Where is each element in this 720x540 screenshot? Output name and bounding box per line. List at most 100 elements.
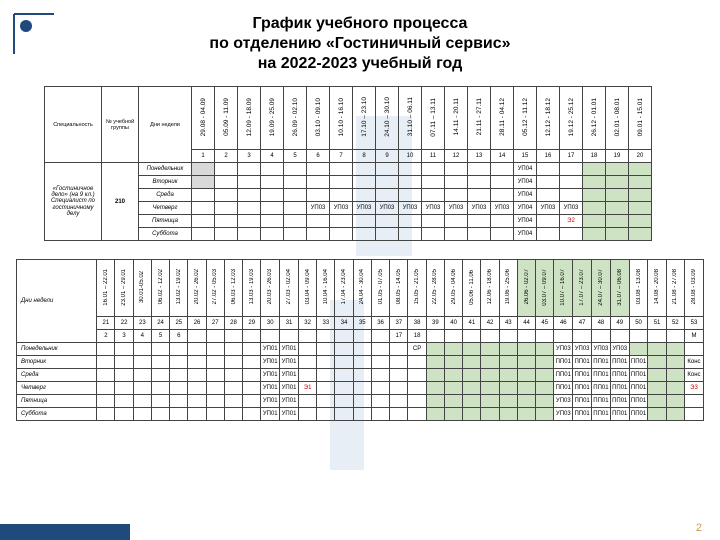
bot-num-4: 25 — [170, 317, 188, 330]
bot-date-7: 06.03 - 12.03 — [224, 260, 242, 317]
bcell-2-3 — [133, 369, 151, 382]
tcell-4-18 — [606, 215, 629, 228]
bcell-5-24 — [517, 408, 535, 421]
bcell-3-14 — [335, 382, 353, 395]
tcell-2-1 — [215, 189, 238, 202]
bcell-4-7 — [206, 395, 224, 408]
tcell-5-11 — [445, 228, 468, 241]
top-date-16: 19.12 - 25.12 — [560, 87, 583, 150]
bcell-4-29: ПП01 — [610, 395, 629, 408]
tcell-0-11 — [445, 163, 468, 176]
corner-decoration — [8, 8, 58, 58]
tcell-3-10: УП03 — [422, 202, 445, 215]
top-num-9: 10 — [399, 150, 422, 163]
bcell-3-27: ПП01 — [573, 382, 592, 395]
tcell-0-4 — [284, 163, 307, 176]
bot-num-6: 27 — [206, 317, 224, 330]
bcell-4-15 — [353, 395, 371, 408]
tcell-0-16 — [560, 163, 583, 176]
bcell-2-7 — [206, 369, 224, 382]
title-line-3: на 2022-2023 учебный год — [258, 55, 463, 72]
bcell-5-5 — [170, 408, 188, 421]
bcell-2-19 — [426, 369, 444, 382]
bcell-0-5 — [170, 343, 188, 356]
tcell-1-0 — [192, 176, 215, 189]
bcell-1-10: УП01 — [261, 356, 280, 369]
bcell-2-1 — [97, 369, 115, 382]
bot-date-9: 20.03 - 26.03 — [261, 260, 280, 317]
bot-extra-15 — [371, 330, 389, 343]
bcell-2-20 — [444, 369, 462, 382]
bcell-0-9 — [243, 343, 261, 356]
bot-num-10: 31 — [280, 317, 299, 330]
top-date-5: 03.10 - 09.10 — [307, 87, 330, 150]
bcell-2-18 — [408, 369, 426, 382]
bcell-5-12 — [298, 408, 316, 421]
top-date-18: 02.01 - 08.01 — [606, 87, 629, 150]
bcell-4-18 — [408, 395, 426, 408]
tcell-1-17 — [583, 176, 606, 189]
top-date-17: 26.12 - 01.01 — [583, 87, 606, 150]
tcell-3-14: УП04 — [514, 202, 537, 215]
bcell-2-15 — [353, 369, 371, 382]
bcell-5-27: ПП01 — [573, 408, 592, 421]
col-days: Дни недели — [139, 87, 192, 163]
tcell-4-1 — [215, 215, 238, 228]
bot-date-11: 03.04 - 09.04 — [298, 260, 316, 317]
bot-date-31: 21.08 - 27.08 — [666, 260, 684, 317]
tcell-5-4 — [284, 228, 307, 241]
tcell-2-12 — [468, 189, 491, 202]
bot-extra-26 — [573, 330, 592, 343]
bot-date-2: 30.01-05.02 — [133, 260, 151, 317]
bcell-2-22 — [481, 369, 499, 382]
bcell-3-29: ПП01 — [610, 382, 629, 395]
bot-extra-9 — [261, 330, 280, 343]
bcell-5-18 — [408, 408, 426, 421]
tcell-5-2 — [238, 228, 261, 241]
bot-num-1: 22 — [115, 317, 133, 330]
bcell-2-14 — [335, 369, 353, 382]
bot-extra-4: 6 — [170, 330, 188, 343]
bot-date-25: 10.07 – 16.07 — [554, 260, 573, 317]
tcell-2-4 — [284, 189, 307, 202]
bcell-1-33: Конс — [684, 356, 703, 369]
bcell-0-13 — [317, 343, 335, 356]
top-num-19: 20 — [629, 150, 652, 163]
bot-date-20: 05.06 - 11.06 — [463, 260, 481, 317]
bcell-2-31 — [648, 369, 666, 382]
tcell-3-16: УП03 — [560, 202, 583, 215]
tcell-5-15 — [537, 228, 560, 241]
tcell-2-8 — [376, 189, 399, 202]
bot-num-19: 40 — [444, 317, 462, 330]
page-number: 2 — [696, 522, 702, 534]
bcell-3-24 — [517, 382, 535, 395]
tcell-2-2 — [238, 189, 261, 202]
tcell-1-1 — [215, 176, 238, 189]
tcell-2-11 — [445, 189, 468, 202]
bcell-4-2 — [115, 395, 133, 408]
group-cell: 210 — [102, 163, 139, 241]
bcell-1-12 — [298, 356, 316, 369]
bot-date-21: 12.06 - 18.06 — [481, 260, 499, 317]
bot-num-2: 23 — [133, 317, 151, 330]
tcell-3-2 — [238, 202, 261, 215]
bcell-0-1 — [97, 343, 115, 356]
tcell-0-9 — [399, 163, 422, 176]
bot-date-8: 13.03 - 19.03 — [243, 260, 261, 317]
bot-extra-28 — [610, 330, 629, 343]
bcell-5-13 — [317, 408, 335, 421]
bcell-3-17 — [390, 382, 408, 395]
bot-day-1: Вторник — [17, 356, 97, 369]
bcell-5-6 — [188, 408, 206, 421]
bot-num-25: 46 — [554, 317, 573, 330]
bcell-5-29: ПП01 — [610, 408, 629, 421]
bcell-3-5 — [170, 382, 188, 395]
bcell-3-28: ПП01 — [592, 382, 611, 395]
tcell-2-5 — [307, 189, 330, 202]
tcell-4-5 — [307, 215, 330, 228]
bot-num-26: 47 — [573, 317, 592, 330]
bot-extra-2: 4 — [133, 330, 151, 343]
tcell-0-13 — [491, 163, 514, 176]
top-num-18: 19 — [606, 150, 629, 163]
bot-date-22: 19.06 - 25.06 — [499, 260, 517, 317]
